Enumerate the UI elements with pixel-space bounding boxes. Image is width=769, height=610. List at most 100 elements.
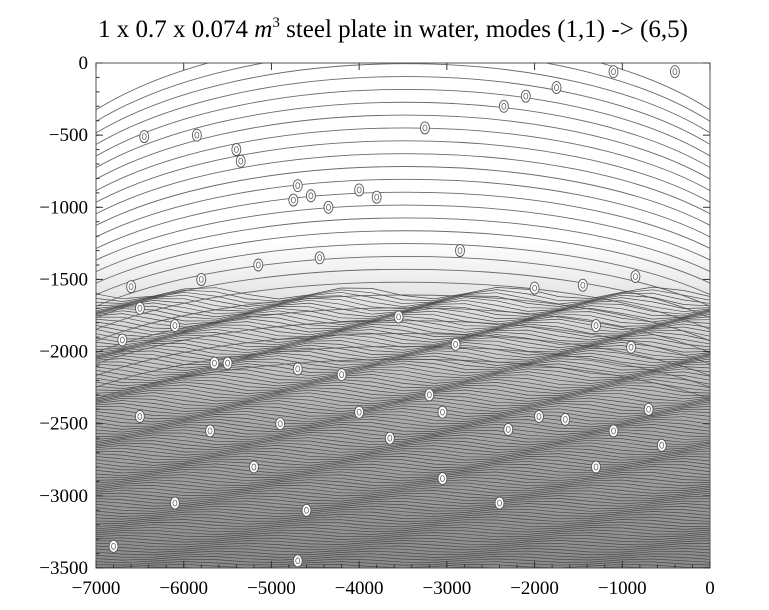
contour-line: [96, 358, 710, 369]
contour-line: [96, 281, 710, 331]
critical-point-inner: [172, 322, 178, 329]
critical-point-inner: [137, 304, 143, 312]
y-tick-label: −1000: [39, 197, 88, 218]
critical-point: [371, 190, 382, 204]
contour-line: [96, 366, 710, 377]
contour-line: [96, 352, 710, 364]
critical-point: [669, 65, 680, 79]
critical-point: [630, 270, 641, 283]
contour-line: [96, 368, 710, 379]
contour-line: [96, 394, 710, 405]
critical-point-inner: [672, 68, 678, 76]
contour-line: [96, 315, 710, 328]
critical-point-inner: [659, 442, 665, 449]
contour-line: [96, 416, 710, 425]
contour-line: [96, 421, 710, 430]
critical-point-inner: [304, 506, 309, 514]
critical-point-inner: [295, 365, 301, 373]
critical-point-inner: [501, 102, 507, 110]
critical-point: [534, 410, 544, 423]
contour-line: [96, 379, 710, 389]
contour-line: [91, 570, 715, 573]
contour-line: [96, 63, 710, 134]
y-tick-label: −1500: [39, 269, 88, 290]
critical-point-inner: [532, 284, 537, 292]
critical-point-inner: [326, 203, 331, 211]
critical-point-inner: [440, 408, 445, 416]
critical-point: [450, 337, 461, 351]
critical-point: [169, 319, 180, 333]
contour-line: [96, 505, 710, 512]
critical-point-inner: [374, 193, 380, 201]
contour-line: [96, 101, 710, 169]
contour-line: [96, 476, 710, 484]
contour-line: [96, 373, 710, 384]
contour-line: [96, 392, 710, 402]
contour-line: [96, 345, 710, 388]
critical-point-inner: [212, 359, 217, 367]
contour-line: [96, 497, 710, 505]
critical-point: [503, 423, 514, 436]
critical-point: [196, 272, 207, 286]
critical-point-inner: [233, 146, 239, 153]
critical-point-inner: [238, 157, 244, 165]
critical-point-inner: [356, 186, 362, 194]
critical-point: [117, 333, 128, 347]
chart-title: 1 x 0.7 x 0.074 m3 steel plate in water,…: [98, 15, 688, 43]
contour-line: [96, 511, 710, 517]
critical-point: [108, 539, 119, 553]
contour-line: [96, 114, 710, 180]
critical-point-inner: [422, 124, 428, 132]
contour-line: [96, 513, 710, 520]
critical-point-inner: [251, 463, 257, 471]
contour-line: [96, 405, 710, 415]
contour-line: [96, 524, 710, 530]
critical-point-inner: [277, 420, 283, 428]
critical-point: [424, 388, 435, 402]
critical-point: [301, 503, 312, 517]
contour-line: [96, 508, 710, 515]
contour-line: [96, 397, 710, 407]
contour-line: [96, 204, 710, 261]
contour-line: [96, 336, 710, 348]
contour-line: [96, 243, 710, 296]
critical-point: [288, 193, 299, 207]
contour-line: [96, 334, 710, 346]
contour-line: [96, 360, 710, 371]
contour-line: [96, 363, 710, 374]
critical-point-inner: [593, 463, 599, 471]
critical-point-inner: [580, 281, 586, 289]
plot-frame: [95, 62, 711, 569]
contour-line: [96, 537, 710, 543]
critical-point: [643, 402, 654, 416]
contour-line: [96, 384, 710, 395]
critical-point-inner: [119, 336, 125, 344]
contour-line: [96, 410, 710, 420]
x-axis: −7000 −6000 −5000 −4000 −3000 −2000 −1000 0: [72, 63, 715, 599]
contour-line: [96, 178, 710, 238]
contour-line: [96, 479, 710, 487]
critical-point: [498, 99, 509, 113]
contour-line: [96, 371, 710, 382]
contour-line: [96, 437, 710, 446]
critical-point: [169, 496, 180, 510]
x-tick-label: −2000: [510, 578, 559, 599]
contour-line: [91, 572, 715, 575]
critical-point: [231, 143, 242, 157]
contour-line: [96, 323, 710, 336]
contour-line: [96, 355, 710, 366]
contour-line: [96, 339, 710, 351]
contour-line: [96, 423, 710, 433]
critical-point: [314, 251, 325, 265]
contour-line: [96, 342, 710, 354]
contour-line: [96, 307, 710, 320]
contour-line: [96, 376, 710, 387]
contour-line: [96, 217, 710, 273]
critical-point: [191, 128, 202, 142]
contour-lines: [91, 63, 715, 575]
contour-line: [96, 63, 710, 123]
contour-line: [96, 558, 710, 564]
contour-line: [96, 503, 710, 510]
contour-line: [96, 256, 710, 307]
